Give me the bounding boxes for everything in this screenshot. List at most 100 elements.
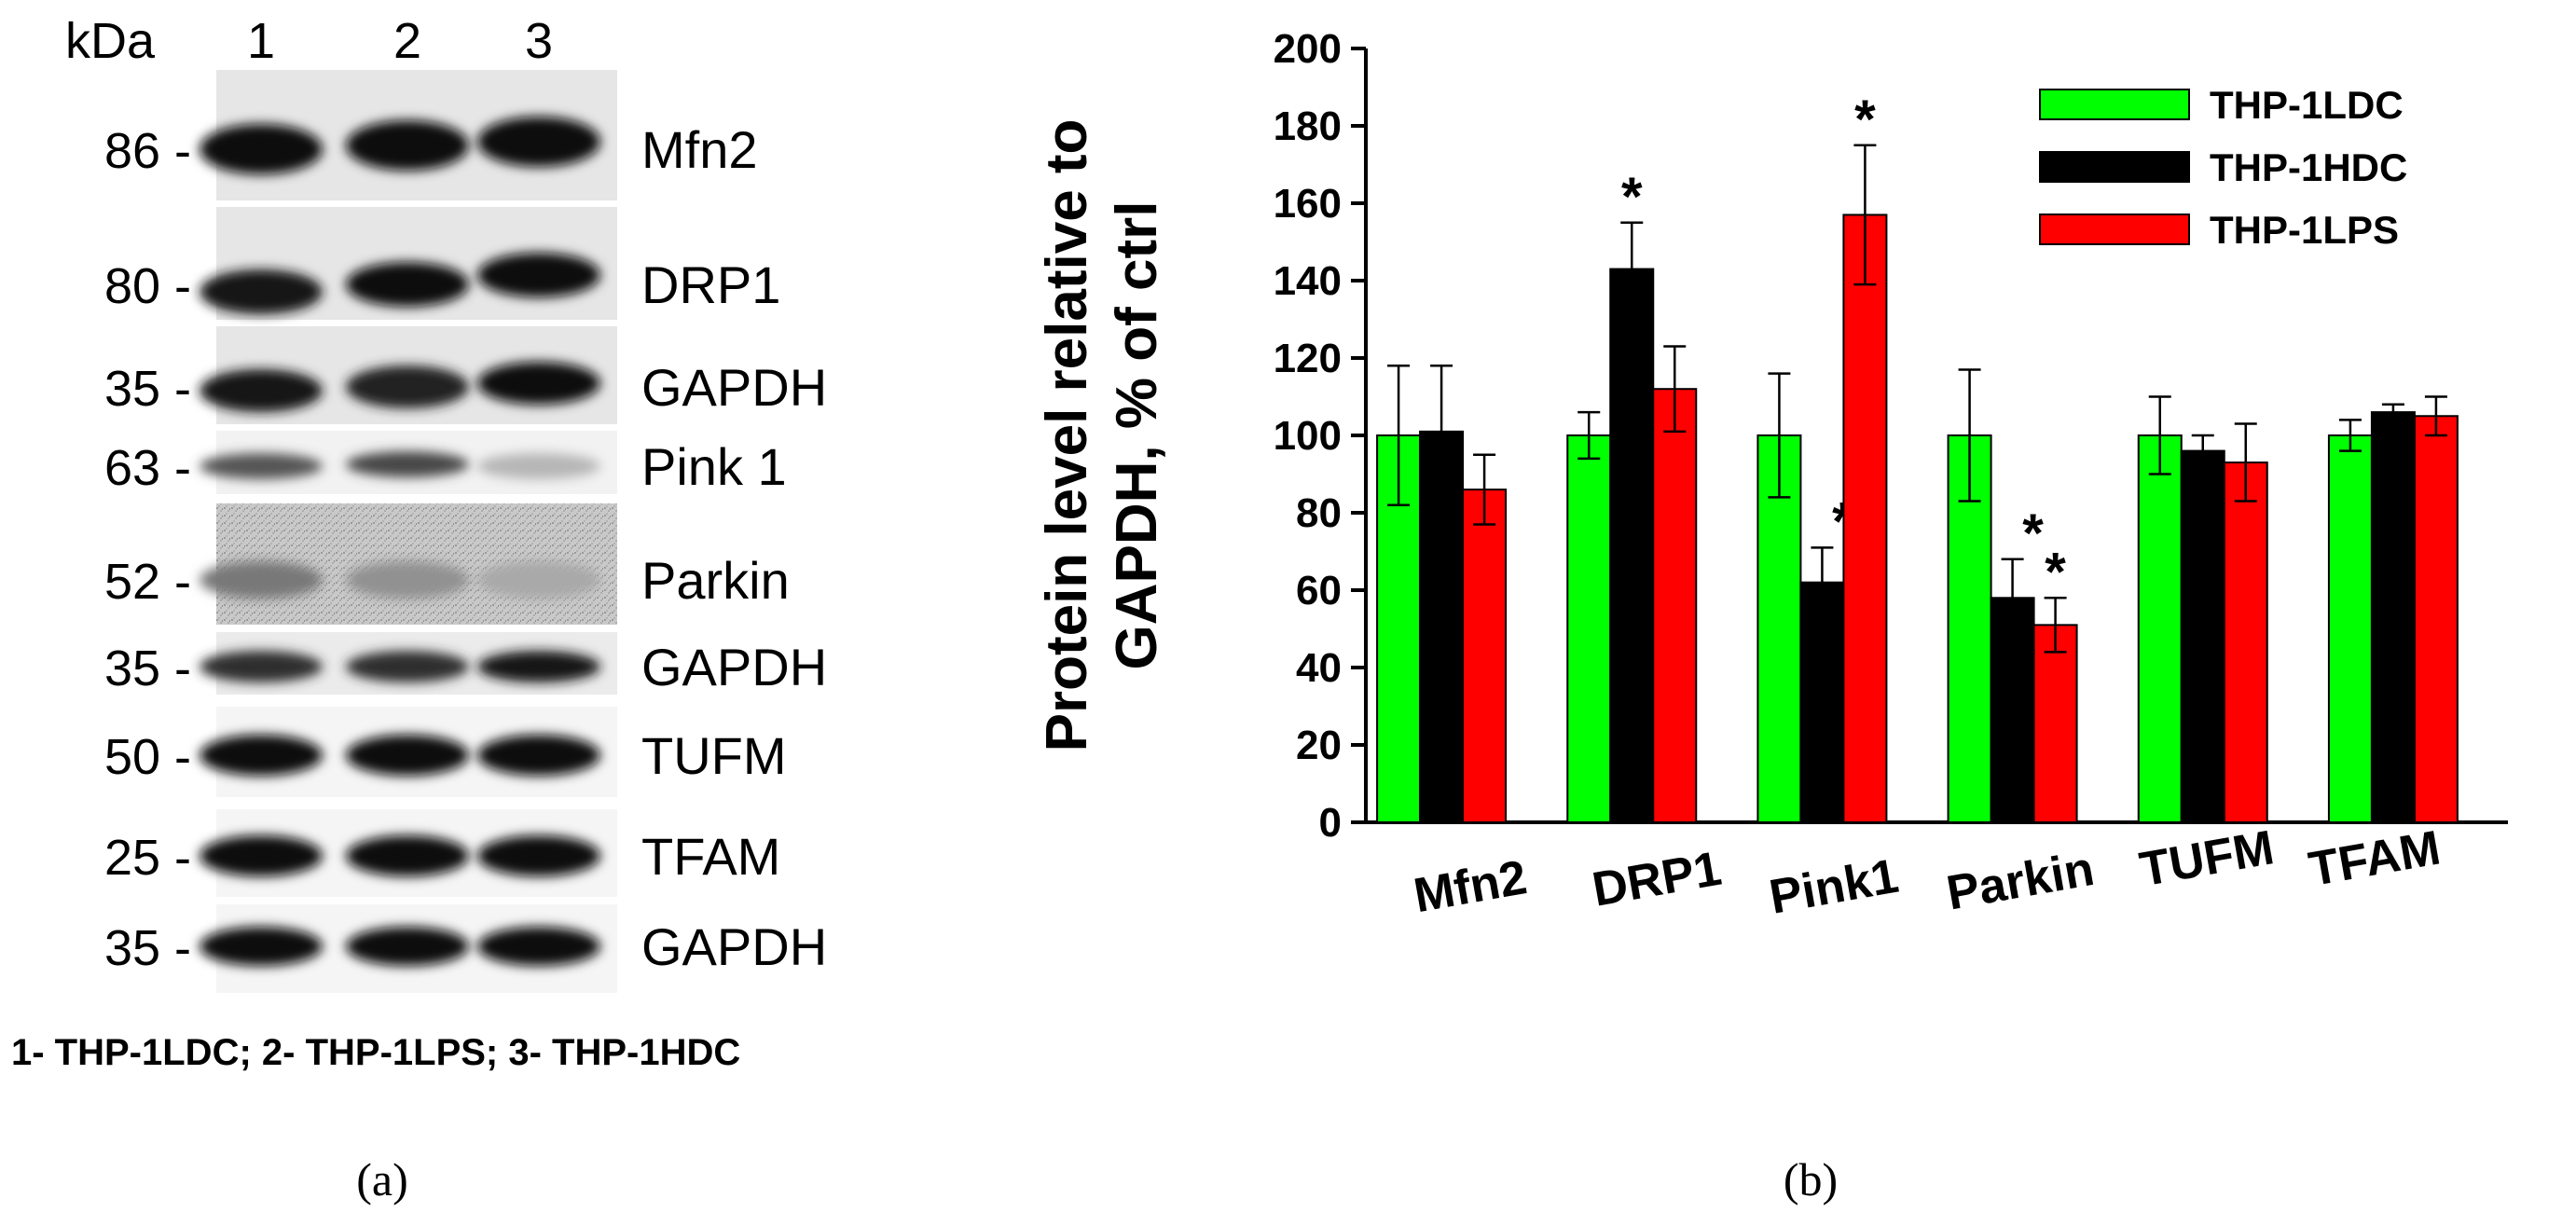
y-tick-label: 60 [1296, 568, 1342, 613]
y-tick-label: 200 [1274, 26, 1342, 72]
kda-marker: 25 - [104, 830, 191, 886]
legend-swatch-thp-1lps [2039, 214, 2190, 245]
kda-marker: 35 - [104, 920, 191, 976]
band-lane-3 [477, 453, 600, 479]
band-lane-3 [477, 561, 600, 599]
significance-star: * [2045, 542, 2066, 602]
band-lane-1 [200, 651, 323, 682]
band-lane-2 [346, 835, 469, 876]
bar-thp-1lps-pink1 [1842, 214, 1888, 823]
western-blot-panel: kDa 1 2 3 86 - Mfn2 80 - DRP1 35 - GAPDH 63 - Pin… [0, 0, 932, 1221]
lane-legend: 1- THP-1LDC; 2- THP-1LPS; 3- THP-1HDC [11, 1032, 740, 1073]
y-axis-label-line1: Protein level relative to [1035, 119, 1099, 752]
kda-marker: 52 - [104, 554, 191, 610]
band-lane-1 [200, 561, 323, 599]
band-lane-1 [200, 124, 323, 174]
y-tick-label: 40 [1296, 645, 1342, 691]
y-tick-label: 20 [1296, 723, 1342, 768]
band-lane-1 [200, 735, 323, 776]
legend-label-thp-1ldc: THP-1LDC [2210, 83, 2404, 127]
significance-star: * [1621, 167, 1643, 227]
kda-marker: 35 - [104, 641, 191, 696]
y-tick-label: 180 [1274, 103, 1342, 149]
band-lane-3 [477, 362, 600, 405]
protein-level-bar-chart: Protein level relative to GAPDH, % of ct… [1035, 26, 2508, 1205]
kda-marker: 86 - [104, 123, 191, 179]
x-tick-label-drp1: DRP1 [1589, 842, 1726, 917]
bar-thp-1ldc-tfam [2327, 434, 2373, 823]
blot-row-gapdh: 35 - GAPDH [104, 326, 827, 424]
panel-b-label: (b) [1784, 1153, 1838, 1205]
band-lane-1 [200, 369, 323, 412]
blot-row-drp1: 80 - DRP1 [104, 207, 780, 320]
band-lane-3 [477, 735, 600, 776]
bar-thp-1ldc-tufm [2137, 434, 2183, 823]
band-lane-2 [346, 651, 469, 682]
blot-row-mfn2: 86 - Mfn2 [104, 70, 758, 200]
kda-marker: 80 - [104, 258, 191, 314]
blot-row-pink1: 63 - Pink 1 [104, 431, 787, 496]
x-tick-label-tfam: TFAM [2305, 820, 2444, 897]
lane-label-2: 2 [393, 13, 421, 69]
bar-thp-1lps-drp1 [1652, 388, 1698, 823]
band-lane-3 [477, 927, 600, 966]
legend-label-thp-1hdc: THP-1HDC [2210, 145, 2407, 189]
western-blot-figure: kDa 1 2 3 86 - Mfn2 80 - DRP1 35 - GAPDH 63 - Pin… [11, 13, 827, 1205]
kda-marker: 35 - [104, 361, 191, 417]
kda-label: kDa [65, 13, 156, 69]
band-lane-1 [200, 927, 323, 966]
blot-row-parkin: 52 - Parkin [104, 503, 790, 625]
legend-swatch-thp-1hdc [2039, 151, 2190, 183]
bar-thp-1hdc-drp1 [1609, 268, 1655, 823]
band-lane-2 [346, 365, 469, 408]
band-lane-2 [346, 561, 469, 599]
protein-label: Parkin [641, 551, 790, 610]
protein-label: GAPDH [641, 358, 827, 417]
x-tick-label-mfn2: Mfn2 [1410, 850, 1531, 923]
band-lane-2 [346, 120, 469, 171]
kda-marker: 50 - [104, 729, 191, 785]
blot-row-tufm: 50 - TUFM [104, 707, 787, 797]
protein-label: TFAM [641, 827, 780, 886]
band-lane-3 [477, 253, 600, 297]
legend-label-thp-1lps: THP-1LPS [2210, 208, 2399, 252]
blot-row-tfam: 25 - TFAM [104, 809, 780, 897]
kda-marker: 63 - [104, 440, 191, 496]
band-lane-2 [346, 735, 469, 776]
bar-thp-1lps-parkin [2032, 624, 2078, 823]
bar-thp-1hdc-tufm [2180, 449, 2225, 823]
band-lane-1 [200, 453, 323, 479]
band-lane-3 [477, 651, 600, 682]
bar-thp-1ldc-drp1 [1566, 434, 1612, 823]
bar-thp-1hdc-tfam [2370, 411, 2416, 823]
bar-thp-1lps-tufm [2223, 461, 2268, 823]
x-tick-label-pink1: Pink1 [1766, 849, 1903, 925]
bar-chart-panel: Protein level relative to GAPDH, % of ct… [1007, 0, 2576, 1221]
protein-label: GAPDH [641, 917, 827, 976]
band-lane-2 [346, 262, 469, 307]
lane-label-3: 3 [525, 13, 553, 69]
blot-row-gapdh: 35 - GAPDH [104, 904, 827, 993]
bar-thp-1lps-mfn2 [1462, 489, 1508, 823]
band-lane-2 [346, 451, 469, 477]
x-tick-label-parkin: Parkin [1943, 842, 2099, 921]
band-lane-1 [200, 835, 323, 876]
protein-label: Pink 1 [641, 437, 787, 496]
band-lane-1 [200, 269, 323, 314]
y-tick-label: 160 [1274, 181, 1342, 227]
protein-label: Mfn2 [641, 120, 758, 179]
y-axis-label-line2: GAPDH, % of ctrl [1105, 201, 1169, 670]
chart-legend: THP-1LDC THP-1HDC THP-1LPS [2039, 83, 2407, 252]
blot-row-gapdh: 35 - GAPDH [104, 632, 827, 696]
y-tick-label: 80 [1296, 490, 1342, 536]
panel-a-label: (a) [356, 1153, 408, 1205]
protein-label: GAPDH [641, 638, 827, 696]
y-tick-label: 120 [1274, 336, 1342, 381]
y-tick-label: 100 [1274, 413, 1342, 459]
significance-star: * [1854, 90, 1876, 150]
bar-thp-1lps-tfam [2413, 415, 2459, 823]
lane-label-1: 1 [247, 13, 275, 69]
protein-label: TUFM [641, 726, 787, 785]
bar-thp-1hdc-pink1 [1799, 581, 1845, 823]
band-lane-3 [477, 117, 600, 167]
